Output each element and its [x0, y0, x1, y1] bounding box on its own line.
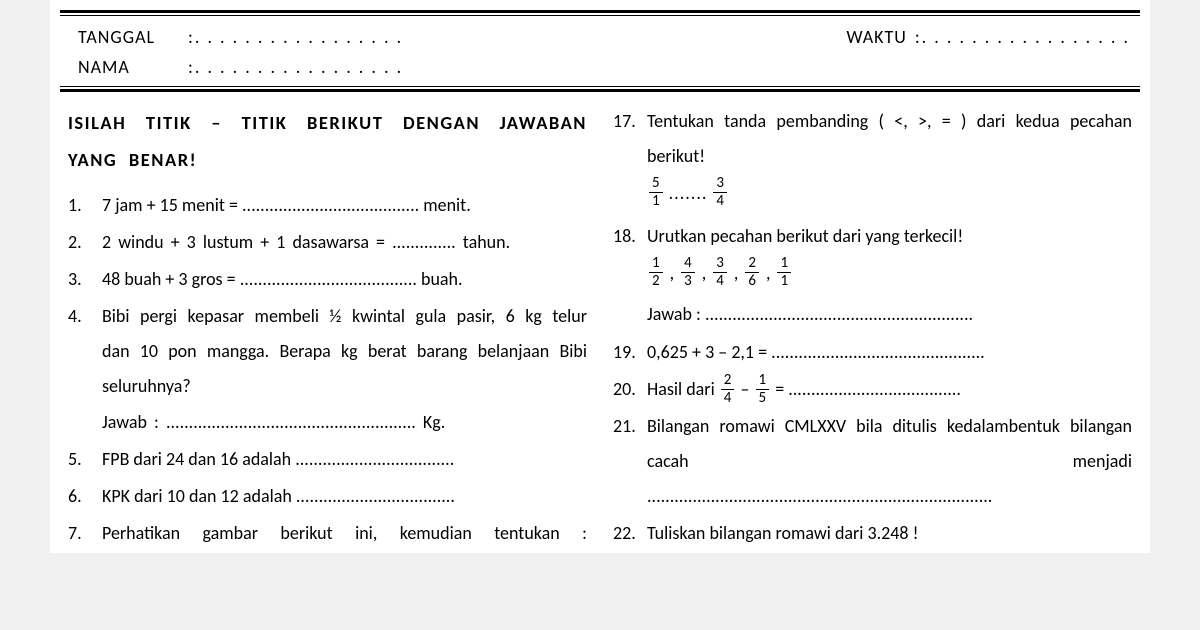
fraction: 5 1 — [649, 176, 663, 209]
question-number: 2. — [68, 225, 102, 260]
question-item: 6. KPK dari 10 dan 12 adalah ...........… — [68, 479, 587, 514]
question-text: Tuliskan bilangan romawi dari 3.248 ! — [647, 516, 1132, 551]
tanggal-label: TANGGAL — [78, 26, 188, 48]
fraction: 2 4 — [721, 373, 735, 406]
question-item: 1. 7 jam + 15 menit = ..................… — [68, 188, 587, 223]
right-column: 17. Tentukan tanda pembanding ( <, >, = … — [613, 104, 1132, 553]
question-text: KPK dari 10 dan 12 adalah ..............… — [102, 479, 587, 514]
colon: : — [188, 26, 193, 48]
question-text: Bilangan romawi CMLXXV bila ditulis keda… — [647, 409, 1132, 514]
two-column-body: ISILAH TITIK – TITIK BERIKUT DENGAN JAWA… — [60, 104, 1140, 553]
question-text: 0,625 + 3 – 2,1 = ......................… — [647, 335, 1132, 370]
waktu-dots: . . . . . . . . . . . . . . . . . — [922, 26, 1130, 48]
comma-separator: , — [670, 256, 675, 291]
question-item: 17. Tentukan tanda pembanding ( <, >, = … — [613, 104, 1132, 217]
question-text: Tentukan tanda pembanding ( <, >, = ) da… — [647, 104, 1132, 217]
waktu-label: WAKTU — [847, 26, 907, 48]
question-number: 3. — [68, 262, 102, 297]
question-text: 2 windu + 3 lustum + 1 dasawarsa = .....… — [102, 225, 587, 260]
q20-pre: Hasil dari — [647, 378, 719, 400]
question-number: 7. — [68, 516, 102, 551]
q17-fraction-row: 5 1 ....... 3 4 — [647, 176, 1132, 211]
question-item: 4. Bibi pergi kepasar membeli ½ kwintal … — [68, 299, 587, 439]
q21-body: Bilangan romawi CMLXXV bila ditulis keda… — [647, 415, 1132, 472]
right-question-list: 17. Tentukan tanda pembanding ( <, >, = … — [613, 104, 1132, 551]
question-number: 17. — [613, 104, 647, 217]
left-question-list: 1. 7 jam + 15 menit = ..................… — [68, 188, 587, 551]
compare-dots: ....... — [669, 176, 708, 211]
q4-body: Bibi pergi kepasar membeli ½ kwintal gul… — [102, 305, 587, 397]
fraction: 43 — [681, 256, 695, 289]
nama-dots: . . . . . . . . . . . . . . . . . — [195, 56, 403, 78]
question-item: 20. Hasil dari 2 4 – 1 5 = ............ — [613, 372, 1132, 407]
q18-fraction-row: 12,43,34,26,11 — [647, 256, 1132, 291]
question-number: 5. — [68, 442, 102, 477]
minus-sign: – — [740, 378, 753, 400]
q4-answer-line: Jawab : ................................… — [102, 411, 445, 433]
question-item: 2. 2 windu + 3 lustum + 1 dasawarsa = ..… — [68, 225, 587, 260]
q20-post: = ...................................... — [775, 378, 961, 400]
comma-separator: , — [734, 256, 739, 291]
question-item: 22. Tuliskan bilangan romawi dari 3.248 … — [613, 516, 1132, 551]
q18-body: Urutkan pecahan berikut dari yang terkec… — [647, 225, 963, 247]
q17-body: Tentukan tanda pembanding ( <, >, = ) da… — [647, 110, 1132, 167]
fraction: 34 — [713, 256, 727, 289]
fraction: 26 — [745, 256, 759, 289]
question-item: 18. Urutkan pecahan berikut dari yang te… — [613, 219, 1132, 332]
question-number: 18. — [613, 219, 647, 332]
fraction: 3 4 — [713, 176, 727, 209]
fraction: 1 5 — [756, 373, 770, 406]
question-number: 19. — [613, 335, 647, 370]
question-number: 1. — [68, 188, 102, 223]
question-text: Hasil dari 2 4 – 1 5 = .................… — [647, 372, 1132, 407]
colon: : — [188, 56, 193, 78]
meta-left: TANGGAL : . . . . . . . . . . . . . . . … — [78, 26, 403, 78]
left-column: ISILAH TITIK – TITIK BERIKUT DENGAN JAWA… — [68, 104, 587, 553]
mid-double-rule — [60, 86, 1140, 92]
comma-separator: , — [766, 256, 771, 291]
fraction: 11 — [777, 256, 791, 289]
question-text: Bibi pergi kepasar membeli ½ kwintal gul… — [102, 299, 587, 439]
question-item: 7. Perhatikan gambar berikut ini, kemudi… — [68, 516, 587, 551]
question-number: 21. — [613, 409, 647, 514]
question-number: 22. — [613, 516, 647, 551]
fraction: 12 — [649, 256, 663, 289]
question-item: 19. 0,625 + 3 – 2,1 = ..................… — [613, 335, 1132, 370]
question-text: FPB dari 24 dan 16 adalah ..............… — [102, 442, 587, 477]
question-item: 3. 48 buah + 3 gros = ..................… — [68, 262, 587, 297]
q21-dots: ........................................… — [647, 479, 992, 514]
nama-label: NAMA — [78, 56, 188, 78]
question-number: 20. — [613, 372, 647, 407]
q18-answer-line: Jawab : ................................… — [647, 303, 973, 325]
meta-section: TANGGAL : . . . . . . . . . . . . . . . … — [60, 16, 1140, 86]
meta-nama-row: NAMA : . . . . . . . . . . . . . . . . . — [78, 56, 403, 78]
question-number: 6. — [68, 479, 102, 514]
colon: : — [915, 26, 920, 48]
worksheet-sheet: TANGGAL : . . . . . . . . . . . . . . . … — [50, 0, 1150, 553]
question-item: 5. FPB dari 24 dan 16 adalah ...........… — [68, 442, 587, 477]
question-item: 21. Bilangan romawi CMLXXV bila ditulis … — [613, 409, 1132, 514]
question-text: 7 jam + 15 menit = .....................… — [102, 188, 587, 223]
tanggal-dots: . . . . . . . . . . . . . . . . . — [195, 26, 403, 48]
instruction-heading: ISILAH TITIK – TITIK BERIKUT DENGAN JAWA… — [68, 104, 587, 178]
question-text: Perhatikan gambar berikut ini, kemudian … — [102, 516, 587, 551]
meta-tanggal-row: TANGGAL : . . . . . . . . . . . . . . . … — [78, 26, 403, 48]
meta-waktu-row: WAKTU : . . . . . . . . . . . . . . . . … — [847, 26, 1130, 48]
meta-right: WAKTU : . . . . . . . . . . . . . . . . … — [847, 26, 1140, 78]
question-text: 48 buah + 3 gros = .....................… — [102, 262, 587, 297]
comma-separator: , — [702, 256, 707, 291]
question-text: Urutkan pecahan berikut dari yang terkec… — [647, 219, 1132, 332]
question-number: 4. — [68, 299, 102, 439]
